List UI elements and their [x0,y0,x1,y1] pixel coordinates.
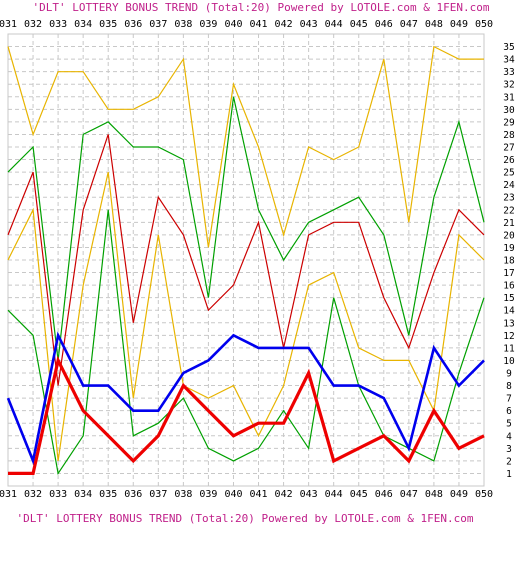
x-tick-label-bottom: 035 [99,489,117,500]
x-tick-label-top: 037 [149,19,167,30]
y-tick-label: 15 [503,293,514,304]
x-tick-label-top: 047 [400,19,418,30]
x-tick-label-bottom: 042 [275,489,293,500]
x-tick-label-bottom: 050 [475,489,493,500]
x-tick-label-top: 044 [325,19,343,30]
y-tick-label: 6 [506,406,512,417]
y-tick-label: 28 [503,130,515,141]
series-line-6 [6,331,485,466]
x-tick-label-top: 031 [0,19,17,30]
x-tick-label-top: 045 [350,19,368,30]
x-tick-label-bottom: 031 [0,489,17,500]
series-line-2 [7,171,485,461]
x-tick-label-bottom: 038 [174,489,192,500]
x-tick-label-top: 033 [49,19,67,30]
y-tick-label: 21 [503,218,515,229]
y-tick-label: 13 [503,318,514,329]
chart-footer: 'DLT' LOTTERY BONUS TREND (Total:20) Pow… [17,512,474,525]
x-tick-label-bottom: 043 [300,489,318,500]
y-tick-label: 23 [503,193,514,204]
y-tick-label: 8 [506,381,512,392]
x-tick-label-top: 046 [375,19,393,30]
y-tick-label: 10 [503,356,515,367]
y-tick-label: 20 [503,230,515,241]
x-tick-label-bottom: 049 [450,489,468,500]
y-tick-label: 17 [503,268,514,279]
x-tick-label-top: 050 [475,19,493,30]
y-tick-label: 14 [503,306,515,317]
y-tick-label: 30 [503,105,515,116]
x-tick-label-top: 041 [249,19,267,30]
y-tick-label: 19 [503,243,515,254]
x-tick-label-top: 040 [224,19,242,30]
x-tick-label-bottom: 037 [149,489,167,500]
x-tick-label-top: 034 [74,19,92,30]
x-tick-label-bottom: 048 [425,489,443,500]
x-tick-label-bottom: 032 [24,489,42,500]
x-tick-label-bottom: 047 [400,489,418,500]
x-tick-label-bottom: 044 [325,489,343,500]
x-tick-label-top: 042 [275,19,293,30]
y-tick-label: 33 [503,67,514,78]
y-tick-label: 27 [503,143,514,154]
y-tick-label: 1 [506,469,512,480]
x-tick-label-bottom: 046 [375,489,393,500]
y-tick-label: 11 [503,343,515,354]
x-tick-label-top: 043 [300,19,318,30]
y-tick-label: 35 [503,42,514,53]
plot-area: 031 031 032 032 033 033 034 034 035 035 036 036 037 0… [0,19,515,500]
series-line-4 [7,209,485,475]
x-tick-label-top: 036 [124,19,142,30]
x-tick-label-bottom: 033 [49,489,67,500]
series-line-5 [7,134,485,386]
y-tick-label: 2 [506,456,512,467]
y-tick-label: 24 [503,180,515,191]
y-tick-label: 18 [503,256,515,267]
x-tick-label-bottom: 040 [224,489,242,500]
y-tick-label: 12 [503,331,514,342]
y-tick-label: 25 [503,168,514,179]
chart-title: 'DLT' LOTTERY BONUS TREND (Total:20) Pow… [33,1,490,14]
y-tick-label: 4 [506,431,512,442]
x-tick-label-top: 035 [99,19,117,30]
y-tick-label: 9 [506,369,512,380]
x-tick-label-top: 039 [199,19,217,30]
x-tick-label-bottom: 041 [249,489,267,500]
y-tick-label: 29 [503,117,515,128]
series-line-1 [7,45,484,248]
series-line-3 [7,96,485,361]
x-tick-label-top: 032 [24,19,42,30]
y-tick-label: 7 [506,394,512,405]
x-tick-label-top: 048 [425,19,443,30]
x-tick-label-bottom: 039 [199,489,217,500]
x-tick-label-bottom: 036 [124,489,142,500]
x-tick-label-bottom: 034 [74,489,92,500]
y-tick-label: 32 [503,80,514,91]
y-tick-label: 31 [503,92,515,103]
y-tick-label: 5 [506,419,512,430]
x-tick-label-top: 049 [450,19,468,30]
x-tick-label-top: 038 [174,19,192,30]
y-tick-label: 3 [506,444,512,455]
y-tick-label: 34 [503,55,515,66]
series-line-7 [8,355,485,475]
y-tick-label: 16 [503,281,515,292]
y-tick-label: 22 [503,205,514,216]
y-tick-label: 26 [503,155,515,166]
x-tick-label-bottom: 045 [350,489,368,500]
